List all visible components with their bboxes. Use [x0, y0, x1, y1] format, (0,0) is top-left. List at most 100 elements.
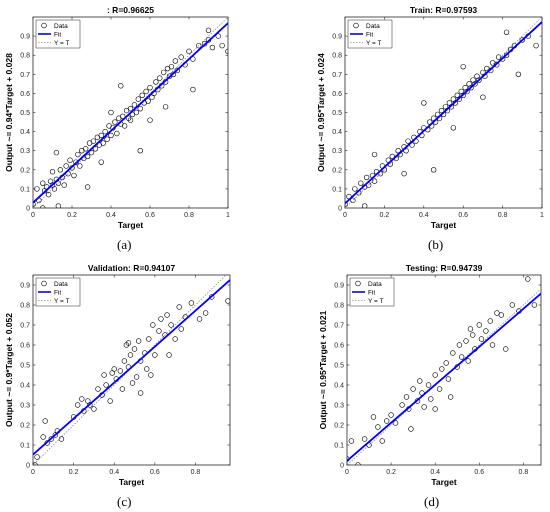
- x-axis-label: Target: [431, 220, 457, 230]
- data-point: [114, 130, 120, 137]
- data-point: [40, 180, 46, 186]
- data-point: [123, 342, 130, 348]
- legend-box: [35, 19, 81, 49]
- data-point: [363, 174, 370, 181]
- data-point: [190, 86, 196, 93]
- regression-plot-testing: 0 0.2 0.4 0.6 0.8 0 0.1 0.2 0.3 0.4 0.5 0.6 0.7 0.8 0.…: [318, 263, 542, 487]
- y-tick-label: 0.7: [20, 323, 30, 330]
- data-point: [345, 201, 348, 207]
- data-point: [55, 203, 62, 208]
- data-point: [51, 186, 58, 192]
- x-tick-label: 1: [540, 212, 544, 219]
- data-point: [135, 96, 142, 102]
- data-point: [119, 386, 126, 392]
- chart-title: Validation: R=0.94107: [88, 263, 175, 273]
- y-tick-label: 0.2: [334, 423, 344, 430]
- data-point: [371, 151, 378, 158]
- data-point: [82, 146, 89, 152]
- data-point: [172, 58, 179, 64]
- y-tick-label: 0.3: [332, 148, 342, 155]
- legend-label: Data: [366, 23, 380, 30]
- data-point: [150, 322, 156, 328]
- data-point: [84, 184, 91, 190]
- data-point: [469, 332, 476, 338]
- identity-line: [33, 17, 228, 208]
- fit-line: [347, 292, 541, 462]
- y-tick-label: 0: [26, 206, 30, 213]
- chart-title: Train: R=0.97593: [410, 5, 478, 15]
- data-point: [388, 412, 394, 418]
- x-tick-label: 0.2: [380, 212, 390, 219]
- data-point: [383, 418, 390, 424]
- x-tick-label: 0.6: [150, 469, 160, 476]
- data-point: [494, 310, 500, 316]
- data-point: [483, 328, 489, 334]
- data-point: [202, 310, 209, 316]
- data-point: [352, 186, 358, 192]
- legend-marker-data: [41, 22, 47, 29]
- y-tick-label: 0.7: [332, 72, 342, 79]
- data-point: [460, 92, 466, 99]
- data-point: [152, 352, 158, 358]
- y-tick-label: 0.1: [332, 186, 342, 193]
- data-point: [503, 346, 509, 352]
- data-point: [361, 436, 368, 442]
- data-point: [131, 102, 138, 108]
- data-point: [164, 312, 170, 318]
- regression-plot-all: 0 0.2 0.4 0.6 0.8 1 0 0.1 0.2 0.3 0.4 0.5 0.6 0.7 0.8 0…: [4, 5, 230, 230]
- data-point: [166, 352, 172, 358]
- data-point: [408, 426, 414, 432]
- x-tick-label: 0.4: [106, 212, 116, 219]
- data-point: [100, 140, 106, 146]
- data-point: [392, 420, 399, 426]
- data-point: [148, 372, 154, 378]
- plot-contents: [33, 275, 230, 465]
- x-axis-label: Target: [431, 477, 457, 487]
- regression-plot-validation: 0 0.2 0.4 0.6 0.8 0 0.1 0.2 0.3 0.4 0.5 0.6 0.7 0.8 0.…: [4, 263, 231, 487]
- data-point: [133, 109, 140, 116]
- data-point: [117, 368, 124, 374]
- data-point: [201, 41, 208, 47]
- data-point: [40, 205, 46, 208]
- data-point: [178, 54, 184, 60]
- data-point: [371, 178, 378, 184]
- data-point: [87, 402, 93, 408]
- x-tick-label: 0.4: [430, 469, 440, 476]
- data-point: [499, 56, 506, 62]
- y-tick-label: 0.5: [20, 110, 30, 117]
- data-point: [147, 117, 153, 123]
- data-point: [215, 33, 221, 39]
- data-point: [503, 29, 510, 35]
- data-point: [515, 71, 522, 78]
- data-point: [468, 84, 474, 91]
- data-point: [447, 394, 454, 400]
- legend-label: Data: [54, 281, 68, 288]
- legend-label: Fit: [368, 289, 375, 296]
- data-point: [430, 167, 437, 173]
- data-point: [144, 366, 150, 372]
- legend-marker-data: [353, 22, 359, 29]
- data-point: [139, 92, 145, 99]
- y-tick-label: 0.9: [334, 283, 344, 290]
- data-point: [399, 402, 405, 408]
- data-point: [370, 414, 377, 420]
- data-point: [489, 342, 496, 348]
- data-point: [98, 132, 104, 139]
- data-point: [225, 298, 230, 304]
- data-point: [135, 338, 142, 344]
- legend-marker-data: [355, 280, 361, 287]
- data-point: [48, 436, 54, 442]
- data-point: [176, 304, 182, 310]
- data-point: [168, 63, 175, 70]
- data-point: [196, 42, 202, 49]
- data-point: [439, 366, 445, 372]
- data-point: [498, 312, 505, 318]
- data-point: [460, 63, 466, 70]
- data-point: [98, 159, 104, 165]
- data-point: [95, 386, 101, 392]
- data-point: [358, 180, 364, 186]
- x-tick-label: 0.8: [184, 212, 194, 219]
- x-axis-label: Target: [119, 477, 145, 487]
- data-point: [209, 44, 216, 51]
- data-point: [478, 336, 485, 342]
